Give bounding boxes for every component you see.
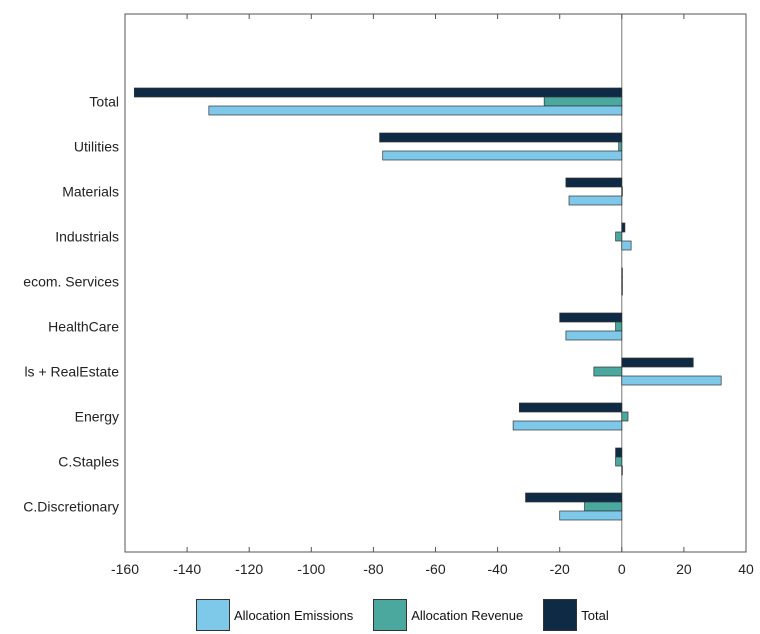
- bar-materials-allocation-revenue: [621, 186, 623, 197]
- x-tick-label-40: 40: [738, 561, 754, 577]
- category-label-c-staples: C.Staples: [58, 454, 119, 470]
- legend-label-allocation-revenue: Allocation Revenue: [411, 607, 524, 623]
- category-label-materials: Materials: [62, 184, 119, 200]
- legend-item-total: Total: [543, 599, 609, 631]
- x-tick-label--80: -80: [363, 561, 383, 577]
- bar-financials-realestate-allocation-emissions: [621, 375, 722, 386]
- bar-financials-realestate-total: [621, 357, 694, 368]
- bar-energy-allocation-revenue: [621, 411, 629, 422]
- bar-c-staples-allocation-revenue: [615, 456, 623, 467]
- legend-swatch-allocation-emissions: [196, 599, 230, 631]
- legend-label-total: Total: [581, 607, 609, 623]
- x-tick-label--60: -60: [425, 561, 445, 577]
- bar-industrials-total: [621, 222, 626, 233]
- bar-industrials-allocation-revenue: [615, 231, 623, 242]
- bar-healthcare-allocation-emissions: [565, 330, 623, 341]
- x-tick-label--140: -140: [173, 561, 201, 577]
- bar-total-allocation-revenue: [543, 96, 623, 107]
- bar-total-allocation-emissions: [208, 105, 623, 116]
- bar-telecom-services-allocation-emissions: [621, 285, 623, 296]
- bar-total-total: [133, 87, 623, 98]
- legend-swatch-allocation-revenue: [373, 599, 408, 631]
- legend-label-allocation-emissions: Allocation Emissions: [234, 607, 354, 623]
- x-tick-label--160: -160: [111, 561, 139, 577]
- legend-item-allocation-emissions: Allocation Emissions: [196, 599, 353, 631]
- bar-energy-total: [518, 402, 623, 413]
- chart: Total Utilities Materials Industrials ecom. …: [23, 13, 754, 577]
- bar-materials-total: [565, 177, 623, 188]
- bar-telecom-services-allocation-revenue: [621, 276, 623, 287]
- category-label-total: Total: [89, 94, 119, 110]
- bar-c-discretionary-total: [525, 492, 623, 503]
- bar-c-discretionary-allocation-revenue: [584, 501, 623, 512]
- bar-financials-realestate-allocation-revenue: [593, 366, 623, 377]
- bar-industrials-allocation-emissions: [621, 240, 632, 251]
- legend-swatch-total: [543, 599, 578, 631]
- bar-c-staples-total: [615, 447, 623, 458]
- bar-healthcare-allocation-revenue: [615, 321, 623, 332]
- x-tick-label--20: -20: [550, 561, 570, 577]
- bar-utilities-allocation-emissions: [382, 150, 623, 161]
- category-label-industrials: Industrials: [55, 229, 119, 245]
- bar-c-staples-allocation-emissions: [621, 465, 623, 476]
- bar-telecom-services-total: [621, 267, 623, 278]
- bar-energy-allocation-emissions: [512, 420, 623, 431]
- category-label-energy: Energy: [75, 409, 119, 425]
- x-tick-label-20: 20: [676, 561, 692, 577]
- x-tick-label-0: 0: [618, 561, 626, 577]
- legend-item-allocation-revenue: Allocation Revenue: [373, 599, 523, 631]
- bar-c-discretionary-allocation-emissions: [559, 510, 623, 521]
- x-tick-label--100: -100: [297, 561, 325, 577]
- bar-utilities-total: [379, 132, 623, 143]
- bar-utilities-allocation-revenue: [618, 141, 623, 152]
- category-label-utilities: Utilities: [74, 139, 119, 155]
- x-tick-label--40: -40: [487, 561, 507, 577]
- category-label-c-discretionary: C.Discretionary: [23, 499, 119, 515]
- bar-materials-allocation-emissions: [568, 195, 623, 206]
- bar-healthcare-total: [559, 312, 623, 323]
- category-label-financials-realestate: ls + RealEstate: [24, 364, 119, 380]
- category-label-healthcare: HealthCare: [48, 319, 119, 335]
- legend: Allocation Emissions Allocation Revenue …: [196, 596, 686, 634]
- x-tick-label--120: -120: [235, 561, 263, 577]
- category-label-telecom-services: ecom. Services: [23, 274, 119, 290]
